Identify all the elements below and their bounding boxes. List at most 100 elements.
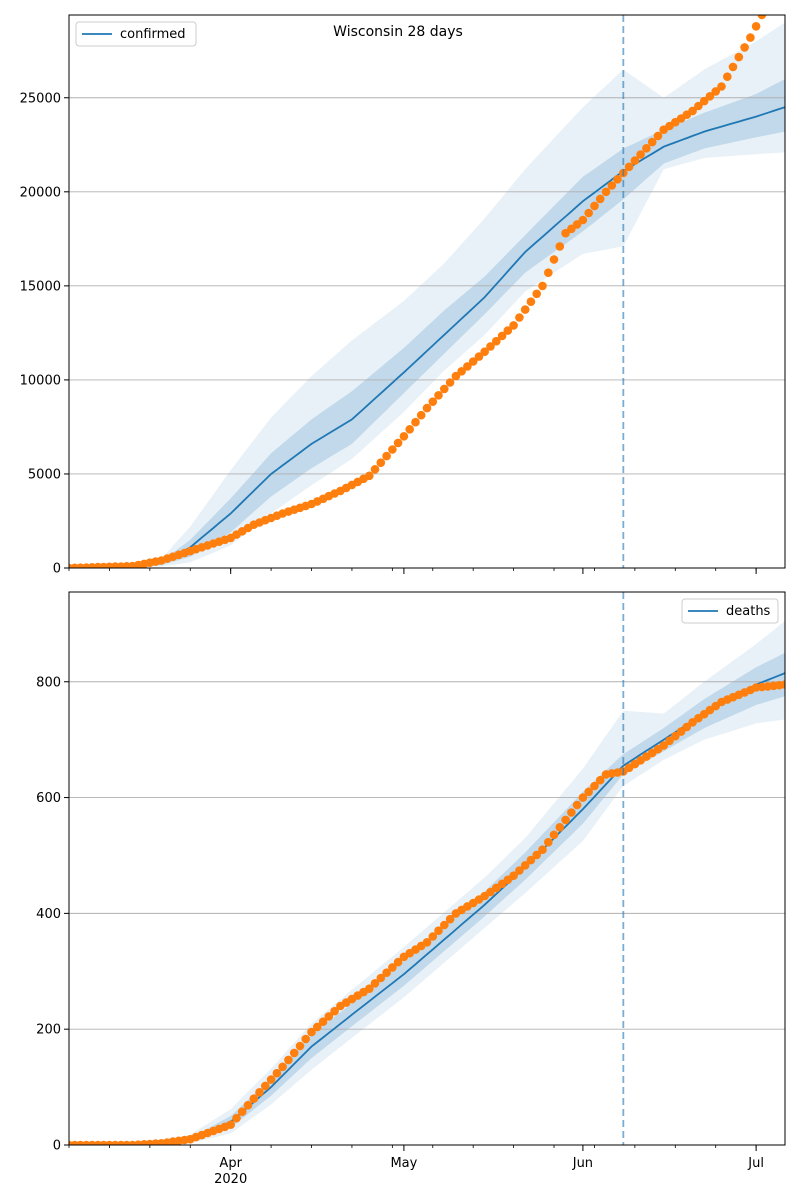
observed-point xyxy=(313,1022,322,1032)
observed-point xyxy=(555,242,565,251)
observed-point xyxy=(289,1048,299,1058)
observed-point xyxy=(445,914,455,924)
legend-box xyxy=(681,598,779,624)
observed-point xyxy=(595,194,605,204)
observed-point xyxy=(318,1017,328,1026)
y-tick-label: 25000 xyxy=(20,91,61,106)
observed-point xyxy=(549,830,559,840)
observed-point xyxy=(630,156,640,165)
observed-point xyxy=(676,727,686,736)
observed-point xyxy=(243,1100,253,1110)
observed-point xyxy=(705,92,715,101)
observed-point xyxy=(388,445,397,454)
observed-point xyxy=(699,96,709,106)
observed-point xyxy=(226,1120,235,1129)
x-tick-label: May xyxy=(390,1156,417,1171)
observed-point xyxy=(509,871,518,880)
observed-point xyxy=(688,106,697,116)
observed-point xyxy=(261,1081,270,1091)
observed-point xyxy=(393,438,403,448)
observed-point xyxy=(370,465,380,474)
observed-point xyxy=(515,313,524,322)
observed-point xyxy=(746,33,755,42)
confirmed-axes-frame xyxy=(68,14,786,569)
observed-point xyxy=(751,22,761,31)
observed-point xyxy=(376,973,386,983)
y-tick-label: 200 xyxy=(36,1023,61,1038)
y-tick-label: 0 xyxy=(53,562,61,577)
observed-point xyxy=(734,52,744,62)
band-outer xyxy=(69,22,785,568)
observed-point xyxy=(613,175,622,184)
observed-point xyxy=(411,417,420,427)
legend-label-deaths: deaths xyxy=(726,604,771,619)
observed-point xyxy=(549,255,559,264)
observed-point xyxy=(237,1107,247,1116)
observed-point xyxy=(382,968,391,977)
band-outer xyxy=(69,621,785,1145)
y-tick-label: 600 xyxy=(36,791,61,806)
observed-point xyxy=(624,162,634,172)
observed-point xyxy=(416,410,426,420)
observed-point xyxy=(653,131,663,141)
observed-point xyxy=(463,362,472,371)
confirmed-y-ticks: 0 5000 10000 15000 20000 25000 xyxy=(20,91,69,577)
observed-point xyxy=(497,331,507,341)
observed-point xyxy=(486,342,495,351)
observed-point xyxy=(544,837,553,847)
observed-point xyxy=(728,62,738,72)
observed-point xyxy=(405,425,415,434)
deaths-legend: deaths xyxy=(681,598,779,624)
legend-label-confirmed: confirmed xyxy=(120,27,186,42)
y-tick-label: 15000 xyxy=(20,279,61,294)
observed-point xyxy=(595,775,605,785)
observed-point xyxy=(740,43,749,52)
observed-point xyxy=(526,297,536,307)
band-inner xyxy=(69,79,785,568)
observed-point xyxy=(278,1062,287,1072)
chart-title: Wisconsin 28 days xyxy=(333,24,463,40)
observed-point xyxy=(440,920,449,930)
deaths-y-ticks: 0 200 400 600 800 xyxy=(36,675,69,1154)
x-year-label: 2020 xyxy=(214,1172,247,1187)
band-core xyxy=(69,79,785,568)
observed-point xyxy=(607,181,617,190)
y-tick-label: 10000 xyxy=(20,373,61,388)
y-tick-label: 0 xyxy=(53,1139,61,1154)
observed-point xyxy=(440,384,449,394)
observed-point xyxy=(601,187,611,197)
observed-point xyxy=(330,1006,339,1016)
observed-point xyxy=(468,357,478,366)
observed-point xyxy=(572,800,582,810)
observed-point xyxy=(295,1041,305,1051)
observed-point xyxy=(370,979,380,988)
observed-point xyxy=(520,861,530,870)
observed-point xyxy=(422,403,432,413)
observed-point xyxy=(266,1075,276,1084)
observed-point xyxy=(717,82,726,91)
observed-point xyxy=(520,305,530,314)
observed-point xyxy=(451,371,461,381)
observed-point xyxy=(578,215,588,225)
observed-point xyxy=(671,731,680,741)
observed-point xyxy=(584,787,593,797)
observed-point xyxy=(694,101,703,111)
observed-point xyxy=(422,938,432,947)
observed-point xyxy=(393,957,403,967)
observed-point xyxy=(642,144,651,153)
observed-point xyxy=(457,367,466,376)
x-tick-label: Jun xyxy=(572,1156,593,1171)
y-tick-label: 20000 xyxy=(20,185,61,200)
x-tick-label: Jul xyxy=(747,1156,764,1171)
observed-point xyxy=(544,268,553,278)
observed-point xyxy=(428,397,438,407)
observed-point xyxy=(567,808,576,817)
observed-point xyxy=(376,458,386,468)
observed-point xyxy=(382,451,391,461)
observed-point xyxy=(590,781,599,791)
observed-point xyxy=(480,347,490,357)
observed-point xyxy=(324,1012,334,1021)
